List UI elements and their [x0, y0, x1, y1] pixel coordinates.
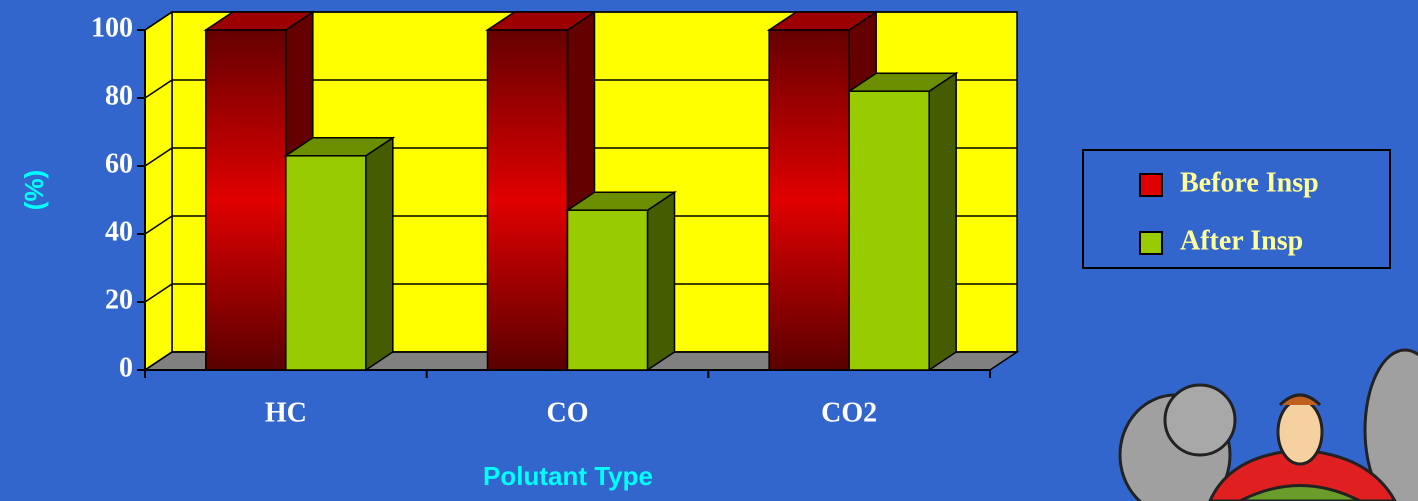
grid-line — [144, 11, 173, 31]
bar-shading — [487, 30, 568, 370]
x-tick-label: HC — [265, 397, 307, 428]
y-tick-label: 0 — [119, 352, 133, 383]
bar — [846, 71, 959, 372]
bar-shading — [769, 30, 850, 370]
x-axis-title: Polutant Type — [483, 461, 653, 491]
legend-swatch — [1139, 173, 1163, 197]
bar-front — [285, 155, 367, 371]
side-wall — [144, 10, 173, 372]
bar — [565, 190, 677, 372]
legend-swatch — [1139, 231, 1163, 255]
bar-side — [365, 136, 394, 372]
grid-line — [144, 283, 173, 303]
person-head — [1276, 398, 1324, 466]
smoke-cloud — [1163, 383, 1237, 457]
smoke-cloud — [1363, 348, 1418, 501]
plot-area — [137, 10, 1020, 378]
y-axis-title: (%) — [19, 170, 49, 210]
y-tick-label: 40 — [105, 216, 133, 247]
grid-line — [144, 215, 173, 235]
bar-front — [848, 90, 930, 371]
person-body — [1239, 484, 1361, 501]
x-tick-label: CO — [547, 397, 589, 428]
y-tick-label: 80 — [105, 80, 133, 111]
y-tick-label: 100 — [91, 12, 133, 43]
bar — [485, 10, 597, 372]
grid-line — [144, 79, 173, 99]
person-hair — [1278, 393, 1322, 407]
legend-label: Before Insp — [1180, 167, 1319, 198]
grid-line — [144, 351, 173, 371]
cartoon — [1118, 348, 1418, 501]
legend: Before Insp After Insp — [1082, 149, 1391, 269]
x-tick-label: CO2 — [821, 397, 877, 428]
y-tick-label: 60 — [105, 148, 133, 179]
bar-side — [646, 190, 676, 372]
bar-side — [928, 71, 957, 372]
bar — [283, 136, 396, 372]
y-tick-label: 20 — [105, 284, 133, 315]
bar-front — [566, 209, 649, 371]
legend-label: After Insp — [1180, 225, 1303, 256]
legend-box — [1082, 149, 1391, 269]
grid-line — [144, 147, 173, 167]
bar-shading — [205, 30, 286, 370]
